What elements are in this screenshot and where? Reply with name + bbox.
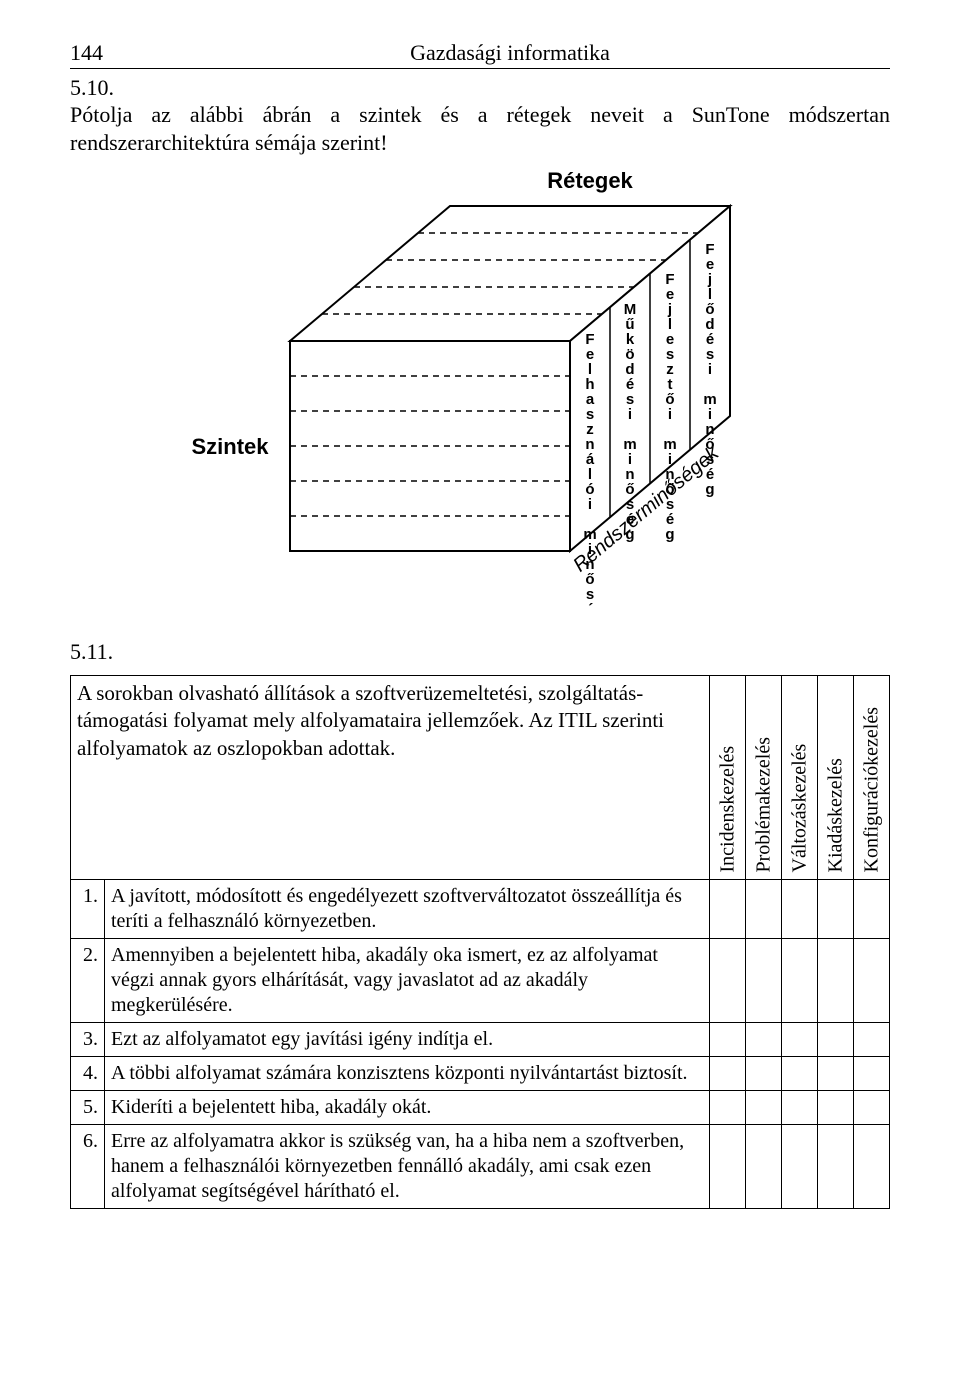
answer-cell[interactable]: [782, 1091, 818, 1125]
table-row: 4. A többi alfolyamat számára konziszten…: [71, 1057, 890, 1091]
section-5-10-text: Pótolja az alábbi ábrán a szintek és a r…: [70, 101, 890, 156]
answer-cell[interactable]: [746, 1057, 782, 1091]
answer-cell[interactable]: [710, 1091, 746, 1125]
section-5-10-number: 5.10.: [70, 75, 890, 101]
answer-cell[interactable]: [782, 1125, 818, 1209]
answer-cell[interactable]: [782, 880, 818, 939]
answer-cell[interactable]: [854, 1057, 890, 1091]
answer-cell[interactable]: [854, 1125, 890, 1209]
answer-cell[interactable]: [854, 880, 890, 939]
colhead-4: Konfigurációkezelés: [854, 676, 890, 880]
table-intro: A sorokban olvasható állítások a szoftve…: [71, 676, 710, 880]
answer-cell[interactable]: [710, 1125, 746, 1209]
diagram-label-top: Rétegek: [547, 168, 633, 193]
row-text: A többi alfolyamat számára konzisztens k…: [105, 1057, 710, 1091]
header-title: Gazdasági informatika: [130, 40, 890, 66]
table-row: 1. A javított, módosított és engedélyeze…: [71, 880, 890, 939]
row-text: Amennyiben a bejelentett hiba, akadály o…: [105, 939, 710, 1023]
answer-cell[interactable]: [710, 1057, 746, 1091]
answer-cell[interactable]: [710, 939, 746, 1023]
colhead-2: Változáskezelés: [782, 676, 818, 880]
answer-cell[interactable]: [782, 1057, 818, 1091]
answer-cell[interactable]: [818, 1023, 854, 1057]
suntone-diagram: Rétegek Szintek Felhasználó: [70, 166, 890, 611]
table-row: 5. Kideríti a bejelentett hiba, akadály …: [71, 1091, 890, 1125]
answer-cell[interactable]: [746, 1023, 782, 1057]
table-row: 2. Amennyiben a bejelentett hiba, akadál…: [71, 939, 890, 1023]
colhead-0: Incidenskezelés: [710, 676, 746, 880]
section-5-11-number: 5.11.: [70, 639, 890, 665]
table-header-row: A sorokban olvasható állítások a szoftve…: [71, 676, 890, 880]
diagram-svg: Rétegek Szintek Felhasználó: [170, 166, 790, 606]
answer-cell[interactable]: [746, 880, 782, 939]
table-row: 3. Ezt az alfolyamatot egy javítási igén…: [71, 1023, 890, 1057]
table-row: 6. Erre az alfolyamatra akkor is szükség…: [71, 1125, 890, 1209]
row-text: Ezt az alfolyamatot egy javítási igény i…: [105, 1023, 710, 1057]
answer-cell[interactable]: [818, 1091, 854, 1125]
answer-cell[interactable]: [818, 880, 854, 939]
diagram-label-left: Szintek: [191, 434, 269, 459]
itil-table: A sorokban olvasható állítások a szoftve…: [70, 675, 890, 1209]
answer-cell[interactable]: [818, 939, 854, 1023]
answer-cell[interactable]: [710, 1023, 746, 1057]
answer-cell[interactable]: [746, 939, 782, 1023]
answer-cell[interactable]: [746, 1091, 782, 1125]
answer-cell[interactable]: [854, 939, 890, 1023]
row-num: 2.: [71, 939, 105, 1023]
row-num: 6.: [71, 1125, 105, 1209]
answer-cell[interactable]: [818, 1057, 854, 1091]
row-num: 3.: [71, 1023, 105, 1057]
page: 144 Gazdasági informatika 5.10. Pótolja …: [0, 0, 960, 1249]
colhead-1: Problémakezelés: [746, 676, 782, 880]
page-number: 144: [70, 40, 130, 66]
row-num: 1.: [71, 880, 105, 939]
answer-cell[interactable]: [854, 1091, 890, 1125]
answer-cell[interactable]: [746, 1125, 782, 1209]
answer-cell[interactable]: [854, 1023, 890, 1057]
row-text: Erre az alfolyamatra akkor is szükség va…: [105, 1125, 710, 1209]
page-header: 144 Gazdasági informatika: [70, 40, 890, 69]
colhead-3: Kiadáskezelés: [818, 676, 854, 880]
row-num: 5.: [71, 1091, 105, 1125]
answer-cell[interactable]: [782, 939, 818, 1023]
row-num: 4.: [71, 1057, 105, 1091]
row-text: A javított, módosított és engedélyezett …: [105, 880, 710, 939]
answer-cell[interactable]: [782, 1023, 818, 1057]
row-text: Kideríti a bejelentett hiba, akadály oká…: [105, 1091, 710, 1125]
answer-cell[interactable]: [710, 880, 746, 939]
answer-cell[interactable]: [818, 1125, 854, 1209]
